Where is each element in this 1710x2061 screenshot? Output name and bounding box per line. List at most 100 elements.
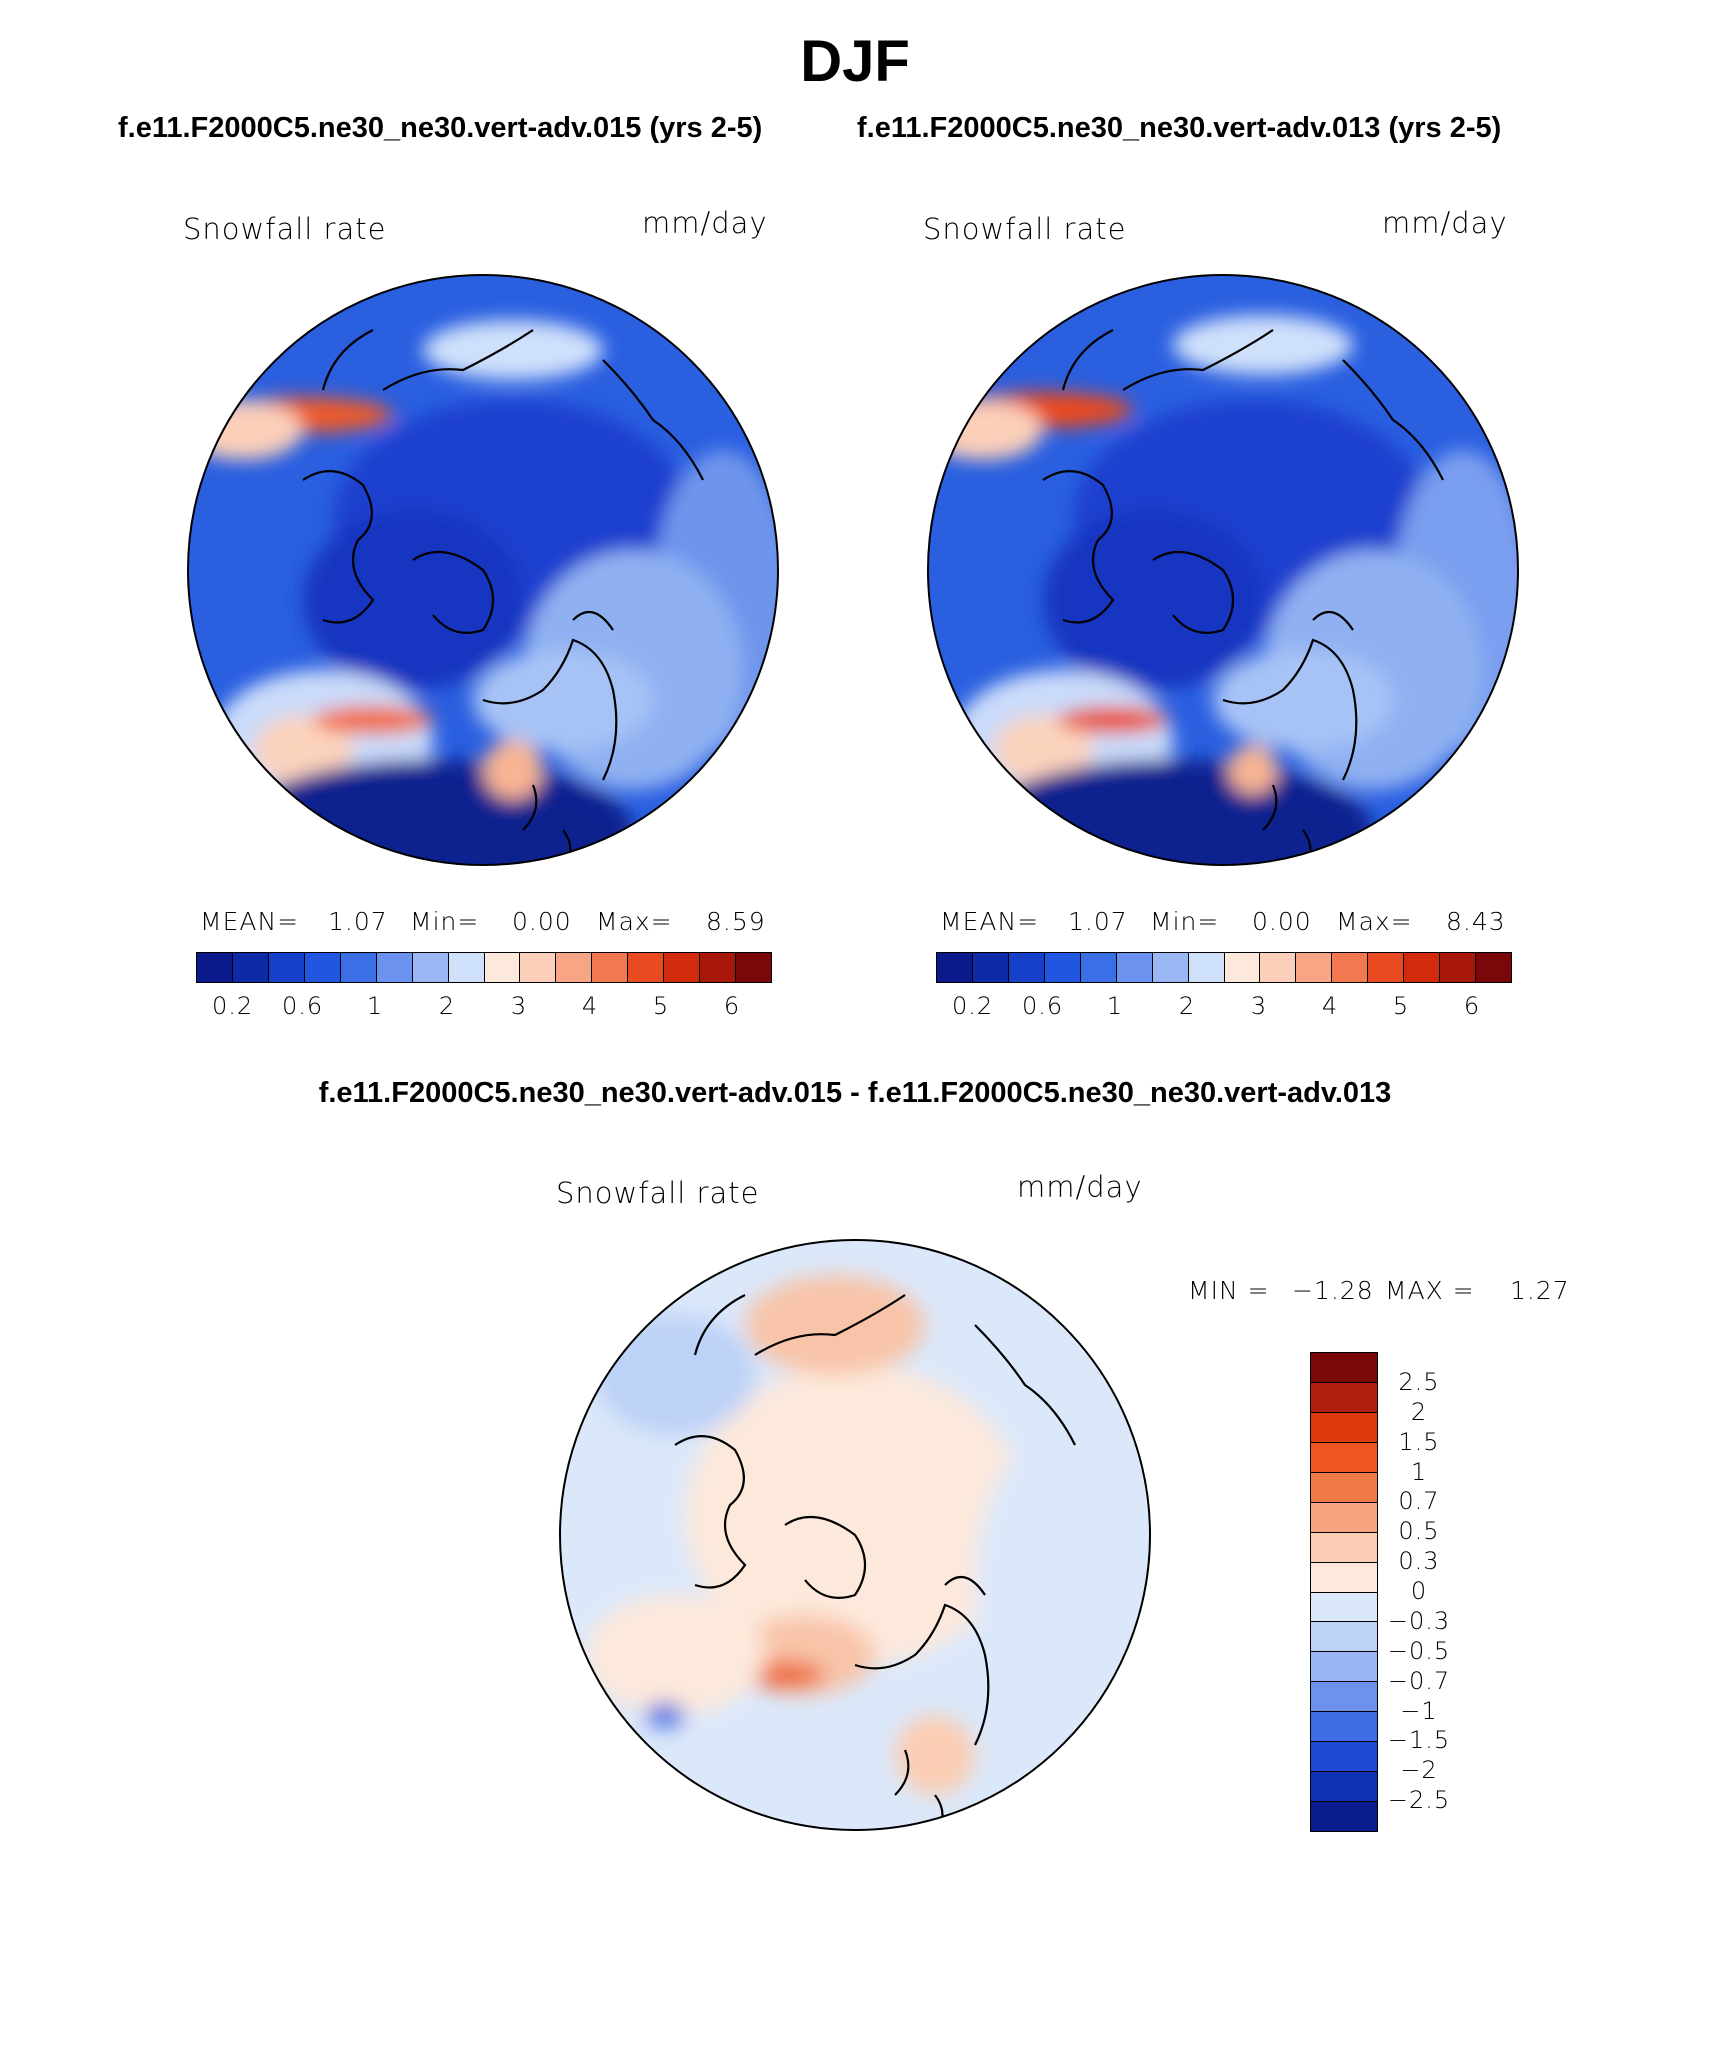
diff-max-value: 1.27 xyxy=(1510,1276,1570,1305)
cb2-tick: 4 xyxy=(1321,992,1339,1020)
map-border xyxy=(927,274,1519,866)
colorbar-swatch xyxy=(1311,1681,1377,1712)
cb2-tick: 3 xyxy=(1250,992,1268,1020)
cbdiff-tick: −2 xyxy=(1400,1756,1438,1785)
colorbar-swatch xyxy=(375,953,412,982)
colorbar-swatch xyxy=(303,953,340,982)
panel2-units-label: mm/day xyxy=(1382,206,1508,240)
diff-min-value: −1.28 xyxy=(1292,1276,1374,1305)
colorbar-swatch xyxy=(1007,953,1044,982)
colorbar-swatch xyxy=(231,953,268,982)
colorbar-diff xyxy=(1310,1352,1378,1832)
atlantic-positive xyxy=(585,1595,765,1715)
colorbar-swatch xyxy=(555,953,592,982)
north-atlantic-warm xyxy=(993,715,1093,785)
colorbar-swatch xyxy=(483,953,520,982)
norway-warm xyxy=(1228,745,1278,795)
cb2-tick: 6 xyxy=(1463,992,1481,1020)
canadian-archipelago-heavy xyxy=(1043,510,1263,690)
europe-heavy xyxy=(233,760,633,865)
bering-light xyxy=(1173,315,1353,375)
colorbar-swatch xyxy=(1151,953,1188,982)
canadian-archipelago-heavy xyxy=(303,510,523,690)
cbdiff-tick: −1 xyxy=(1400,1696,1438,1725)
cbdiff-tick: 2.5 xyxy=(1398,1367,1440,1396)
north-pacific-warm xyxy=(928,400,1043,460)
panel1-mean-label: MEAN= xyxy=(200,907,300,936)
greenland-coast-max xyxy=(1058,707,1168,733)
colorbar-swatch xyxy=(1223,953,1260,982)
page-title: DJF xyxy=(800,29,910,94)
colorbar-swatch xyxy=(1311,1501,1377,1532)
colorbar-swatch xyxy=(447,953,484,982)
map-panel-diff xyxy=(559,1239,1151,1831)
greenland-coast-max xyxy=(313,706,433,734)
colorbar-swatch xyxy=(663,953,700,982)
colorbar-swatch xyxy=(627,953,664,982)
panel1-variable-label: Snowfall rate xyxy=(183,212,387,246)
colorbar-swatch xyxy=(1079,953,1116,982)
colorbar-swatch xyxy=(1311,1353,1377,1382)
panel2-max-value: 8.43 xyxy=(1446,907,1506,936)
cbdiff-tick: −2.5 xyxy=(1387,1786,1451,1815)
cb1-tick: 3 xyxy=(510,992,528,1020)
colorbar-swatch xyxy=(1311,1711,1377,1742)
panel1-mean-value: 1.07 xyxy=(328,907,388,936)
panel2-max-label: Max= xyxy=(1336,907,1413,936)
map-panel-2 xyxy=(927,274,1519,866)
colorbar-swatch xyxy=(1311,1591,1377,1622)
cb1-tick: 4 xyxy=(581,992,599,1020)
colorbar-swatch xyxy=(1311,1411,1377,1442)
map-border xyxy=(187,274,779,866)
colorbar-swatch xyxy=(197,953,232,982)
cbdiff-tick: 1 xyxy=(1410,1457,1428,1486)
north-pacific-warm xyxy=(188,400,303,460)
cb1-tick: 1 xyxy=(366,992,384,1020)
colorbar-swatch xyxy=(1331,953,1368,982)
colorbar-swatch xyxy=(937,953,972,982)
cb2-tick: 1 xyxy=(1106,992,1124,1020)
colorbar-swatch xyxy=(1295,953,1332,982)
colorbar-swatch xyxy=(1403,953,1440,982)
cbdiff-tick: 0.3 xyxy=(1398,1547,1440,1576)
colorbar-swatch xyxy=(1311,1531,1377,1562)
colorbar-swatch xyxy=(1311,1651,1377,1682)
coastlines xyxy=(1042,329,1444,865)
colorbar-swatch xyxy=(735,953,771,982)
atlantic-negative-spot xyxy=(645,1703,685,1727)
colorbar-swatch xyxy=(1311,1441,1377,1472)
colorbar-swatch xyxy=(1259,953,1296,982)
colorbar-swatch xyxy=(1115,953,1152,982)
panel2-variable-label: Snowfall rate xyxy=(923,212,1127,246)
panel1-min-value: 0.00 xyxy=(512,907,572,936)
norway-positive xyxy=(895,1715,975,1795)
colorbar-swatch xyxy=(1367,953,1404,982)
coastlines xyxy=(302,329,704,865)
cbdiff-tick: 1.5 xyxy=(1398,1427,1440,1456)
cbdiff-tick: −0.5 xyxy=(1387,1636,1451,1665)
bering-light xyxy=(423,320,603,380)
panel2-mean-label: MEAN= xyxy=(940,907,1040,936)
cbdiff-tick: −0.3 xyxy=(1387,1606,1451,1635)
arctic-positive xyxy=(685,1365,1025,1665)
map-panel-1 xyxy=(187,274,779,866)
cb1-tick: 0.2 xyxy=(212,992,254,1020)
cb2-tick: 0.6 xyxy=(1022,992,1064,1020)
colorbar-swatch xyxy=(267,953,304,982)
panel2-mean-value: 1.07 xyxy=(1068,907,1128,936)
map-border xyxy=(559,1239,1151,1831)
norway-warm xyxy=(483,740,543,800)
cb1-tick: 5 xyxy=(652,992,670,1020)
cb1-tick: 2 xyxy=(438,992,456,1020)
colorbar-swatch xyxy=(1311,1771,1377,1802)
panel2-min-value: 0.00 xyxy=(1252,907,1312,936)
colorbar-swatch xyxy=(1311,1621,1377,1652)
colorbar-swatch xyxy=(1043,953,1080,982)
panel1-max-label: Max= xyxy=(596,907,673,936)
diff-variable-label: Snowfall rate xyxy=(556,1176,760,1210)
diff-max-label: MAX = xyxy=(1385,1276,1475,1305)
colorbar-swatch xyxy=(339,953,376,982)
colorbar-swatch xyxy=(1311,1381,1377,1412)
colorbar-swatch xyxy=(1475,953,1511,982)
diff-min-label: MIN = xyxy=(1188,1276,1270,1305)
